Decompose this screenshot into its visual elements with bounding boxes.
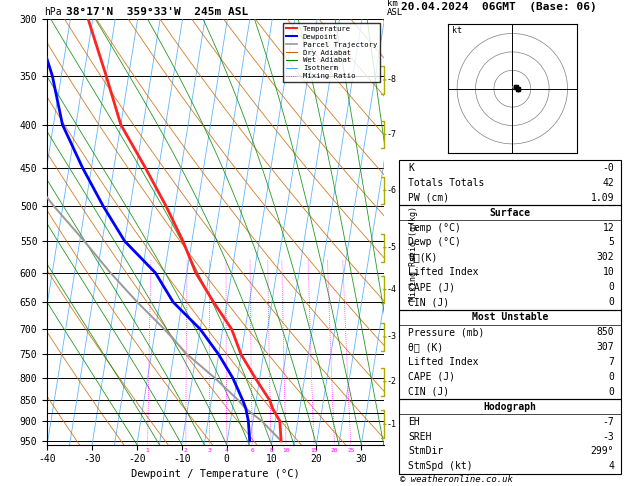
Text: 10: 10: [603, 267, 614, 278]
Text: 10: 10: [282, 448, 290, 453]
Text: 4: 4: [225, 448, 229, 453]
Text: Most Unstable: Most Unstable: [472, 312, 548, 322]
Text: 6: 6: [250, 448, 254, 453]
Text: Totals Totals: Totals Totals: [408, 178, 485, 188]
Text: CAPE (J): CAPE (J): [408, 282, 455, 292]
Text: 8: 8: [269, 448, 273, 453]
Text: Lifted Index: Lifted Index: [408, 357, 479, 367]
Text: Dewp (°C): Dewp (°C): [408, 238, 461, 247]
Text: Temp (°C): Temp (°C): [408, 223, 461, 233]
Text: hPa: hPa: [44, 7, 62, 17]
Text: 299°: 299°: [591, 447, 614, 456]
Text: -3: -3: [387, 332, 397, 342]
Text: -3: -3: [603, 432, 614, 442]
Text: 20: 20: [331, 448, 338, 453]
Text: 850: 850: [596, 327, 614, 337]
Text: 25: 25: [347, 448, 355, 453]
Text: Hodograph: Hodograph: [484, 401, 537, 412]
Text: θᴇ (K): θᴇ (K): [408, 342, 443, 352]
Text: 0: 0: [608, 387, 614, 397]
Text: StmDir: StmDir: [408, 447, 443, 456]
Text: 7: 7: [608, 357, 614, 367]
Text: -5: -5: [387, 243, 397, 252]
Text: -1: -1: [387, 420, 397, 429]
Text: km
ASL: km ASL: [387, 0, 403, 17]
Text: Mixing Ratio (g/kg): Mixing Ratio (g/kg): [409, 206, 418, 301]
Text: PW (cm): PW (cm): [408, 192, 449, 203]
Text: 20.04.2024  06GMT  (Base: 06): 20.04.2024 06GMT (Base: 06): [401, 2, 597, 12]
Text: 12: 12: [603, 223, 614, 233]
Text: Pressure (mb): Pressure (mb): [408, 327, 485, 337]
Text: EH: EH: [408, 417, 420, 427]
Bar: [399, 310, 621, 399]
Text: 0: 0: [608, 282, 614, 292]
Text: StmSpd (kt): StmSpd (kt): [408, 461, 473, 471]
Text: SREH: SREH: [408, 432, 431, 442]
Text: 42: 42: [603, 178, 614, 188]
Text: Surface: Surface: [489, 208, 531, 218]
Text: -6: -6: [387, 186, 397, 195]
Text: θᴇ(K): θᴇ(K): [408, 252, 438, 262]
Text: 1: 1: [146, 448, 150, 453]
Text: 0: 0: [608, 297, 614, 307]
Text: 38°17'N  359°33'W  245m ASL: 38°17'N 359°33'W 245m ASL: [66, 7, 248, 17]
Text: -2: -2: [387, 377, 397, 386]
Legend: Temperature, Dewpoint, Parcel Trajectory, Dry Adiabat, Wet Adiabat, Isotherm, Mi: Temperature, Dewpoint, Parcel Trajectory…: [283, 23, 380, 82]
Text: 0: 0: [608, 372, 614, 382]
Text: Lifted Index: Lifted Index: [408, 267, 479, 278]
Bar: [399, 399, 621, 474]
Text: 15: 15: [310, 448, 318, 453]
Text: 3: 3: [208, 448, 211, 453]
X-axis label: Dewpoint / Temperature (°C): Dewpoint / Temperature (°C): [131, 469, 300, 479]
Bar: [399, 205, 621, 310]
Text: CIN (J): CIN (J): [408, 387, 449, 397]
Text: -7: -7: [603, 417, 614, 427]
Text: kt: kt: [452, 27, 462, 35]
Text: -7: -7: [387, 130, 397, 139]
Text: 302: 302: [596, 252, 614, 262]
Text: 1.09: 1.09: [591, 192, 614, 203]
Text: -0: -0: [603, 163, 614, 173]
Text: 2: 2: [184, 448, 187, 453]
Text: K: K: [408, 163, 414, 173]
Text: CIN (J): CIN (J): [408, 297, 449, 307]
Text: 4: 4: [608, 461, 614, 471]
Text: 5: 5: [608, 238, 614, 247]
Text: -8: -8: [387, 75, 397, 85]
Text: 307: 307: [596, 342, 614, 352]
Text: CAPE (J): CAPE (J): [408, 372, 455, 382]
Text: © weatheronline.co.uk: © weatheronline.co.uk: [400, 474, 513, 484]
Text: -4: -4: [387, 285, 397, 294]
Bar: [399, 160, 621, 205]
